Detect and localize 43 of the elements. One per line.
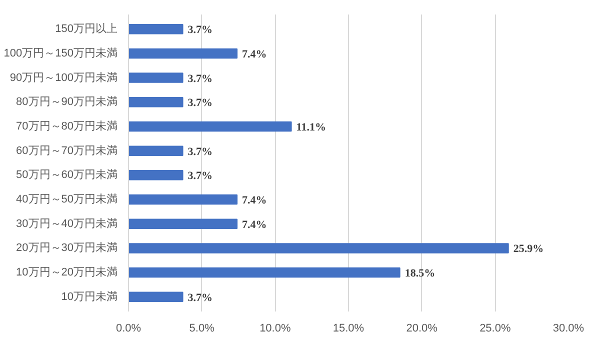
- x-tick-label: 5.0%: [189, 322, 215, 334]
- data-label: 18.5%: [404, 268, 436, 280]
- data-label: 7.4%: [242, 194, 267, 207]
- x-tick-label: 0.0%: [116, 322, 142, 334]
- data-label: 11.1%: [296, 121, 326, 134]
- bar: [128, 292, 184, 302]
- y-tick-label: 30万円～40万円未満: [16, 216, 118, 230]
- y-tick-label: 150万円以上: [55, 22, 118, 36]
- y-tick-label: 10万円未満: [61, 290, 118, 303]
- data-label: 3.7%: [188, 97, 213, 110]
- y-tick-label: 70万円～80万円未満: [16, 119, 118, 132]
- bar: [128, 97, 184, 108]
- data-label: 3.7%: [188, 24, 213, 36]
- x-tick-label: 25.0%: [480, 322, 511, 334]
- bar: [128, 267, 400, 278]
- x-tick-label: 30.0%: [552, 322, 584, 334]
- y-tick-label: 10万円～20万円未満: [16, 266, 118, 279]
- x-tick-label: 10.0%: [260, 322, 291, 334]
- x-tick-label: 20.0%: [406, 322, 438, 334]
- data-label: 25.9%: [513, 243, 544, 256]
- y-tick-label: 90万円～100万円未満: [10, 70, 118, 84]
- data-label: 3.7%: [188, 146, 213, 158]
- bar: [128, 194, 238, 205]
- bar: [128, 218, 238, 229]
- data-label: 7.4%: [242, 48, 267, 60]
- bar: [128, 24, 184, 34]
- bar: [128, 146, 184, 156]
- data-label: 3.7%: [188, 72, 213, 85]
- y-tick-label: 50万円～60万円未満: [16, 168, 118, 182]
- y-tick-label: 40万円～50万円未満: [16, 192, 118, 206]
- bar: [128, 170, 184, 180]
- y-tick-label: 80万円～90万円未満: [16, 95, 118, 108]
- data-label: 3.7%: [188, 170, 213, 182]
- bar: [128, 121, 292, 132]
- data-label: 3.7%: [188, 292, 213, 304]
- bar: [128, 48, 238, 59]
- y-tick-label: 20万円～30万円未満: [16, 241, 118, 254]
- bar: [128, 243, 509, 254]
- y-tick-label: 60万円～70万円未満: [16, 144, 118, 157]
- bar: [128, 72, 184, 83]
- data-label: 7.4%: [242, 218, 267, 231]
- y-tick-label: 100万円～150万円未満: [4, 46, 118, 60]
- x-tick-label: 15.0%: [332, 322, 364, 334]
